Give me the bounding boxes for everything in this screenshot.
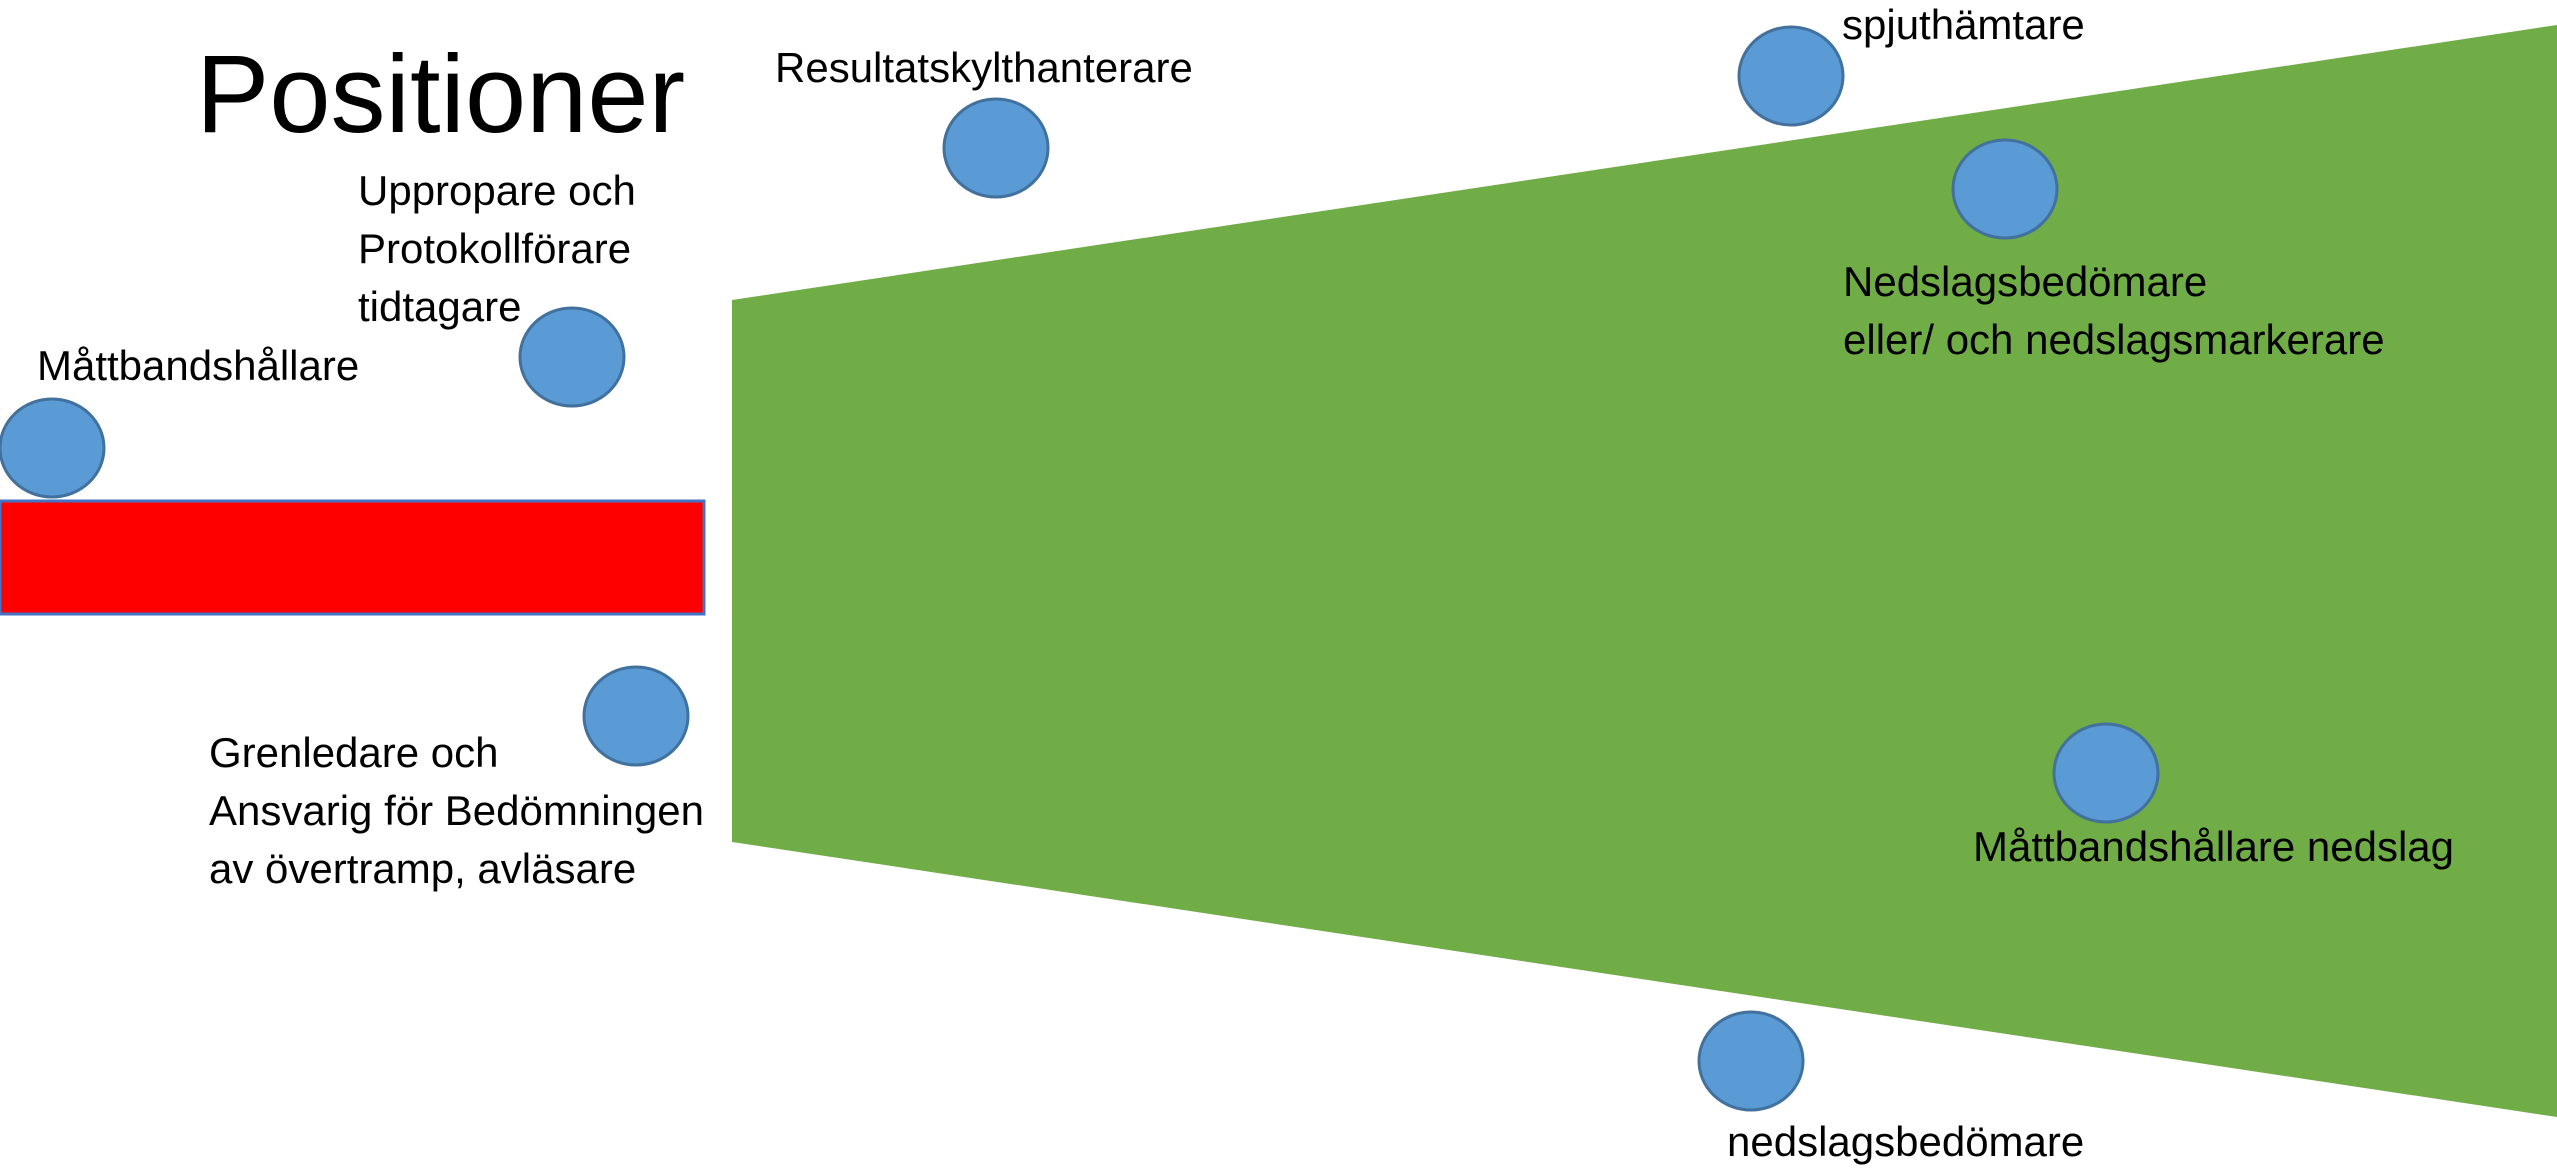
- marker-nedslagsbedomare-top: [1951, 138, 2059, 240]
- label-resultatskylthanterare: Resultatskylthanterare: [775, 44, 1193, 91]
- landing-sector: [732, 25, 2557, 1117]
- marker-mattbandshallare-nedslag: [2052, 722, 2160, 824]
- label-uppropare-line-2: Protokollförare: [358, 225, 632, 272]
- label-grenledare: Grenledare och Ansvarig för Bedömningen …: [209, 724, 704, 898]
- label-grenledare-line-1: Grenledare och: [209, 729, 499, 776]
- label-nedslagsbedomare-top: Nedslagsbedömare eller/ och nedslagsmark…: [1843, 253, 2385, 369]
- label-uppropare-line-1: Uppropare och: [358, 167, 636, 214]
- marker-uppropare: [518, 306, 626, 408]
- label-nedslagsbedomare-bottom: nedslagsbedömare: [1727, 1118, 2085, 1165]
- marker-spjuthamtare: [1737, 25, 1845, 127]
- marker-grenledare: [582, 665, 690, 767]
- label-grenledare-line-2: Ansvarig för Bedömningen: [209, 787, 704, 834]
- label-nedslagsbedomare-line-1: Nedslagsbedömare: [1843, 258, 2208, 305]
- label-uppropare-line-3: tidtagare: [358, 283, 522, 330]
- page-title: Positioner: [196, 33, 686, 156]
- label-spjuthamtare: spjuthämtare: [1842, 1, 2085, 48]
- label-mattbandshallare: Måttbandshållare: [37, 342, 360, 389]
- marker-nedslagsbedomare-bottom: [1697, 1010, 1805, 1112]
- marker-mattbandshallare: [0, 397, 106, 499]
- runway: [0, 499, 706, 616]
- label-nedslagsbedomare-line-2: eller/ och nedslagsmarkerare: [1843, 316, 2385, 363]
- label-mattbandshallare-nedslag: Måttbandshållare nedslag: [1973, 823, 2454, 870]
- label-uppropare: Uppropare och Protokollförare tidtagare: [358, 162, 636, 336]
- marker-resultatskylthanterare: [942, 97, 1050, 199]
- label-grenledare-line-3: av övertramp, avläsare: [209, 845, 637, 892]
